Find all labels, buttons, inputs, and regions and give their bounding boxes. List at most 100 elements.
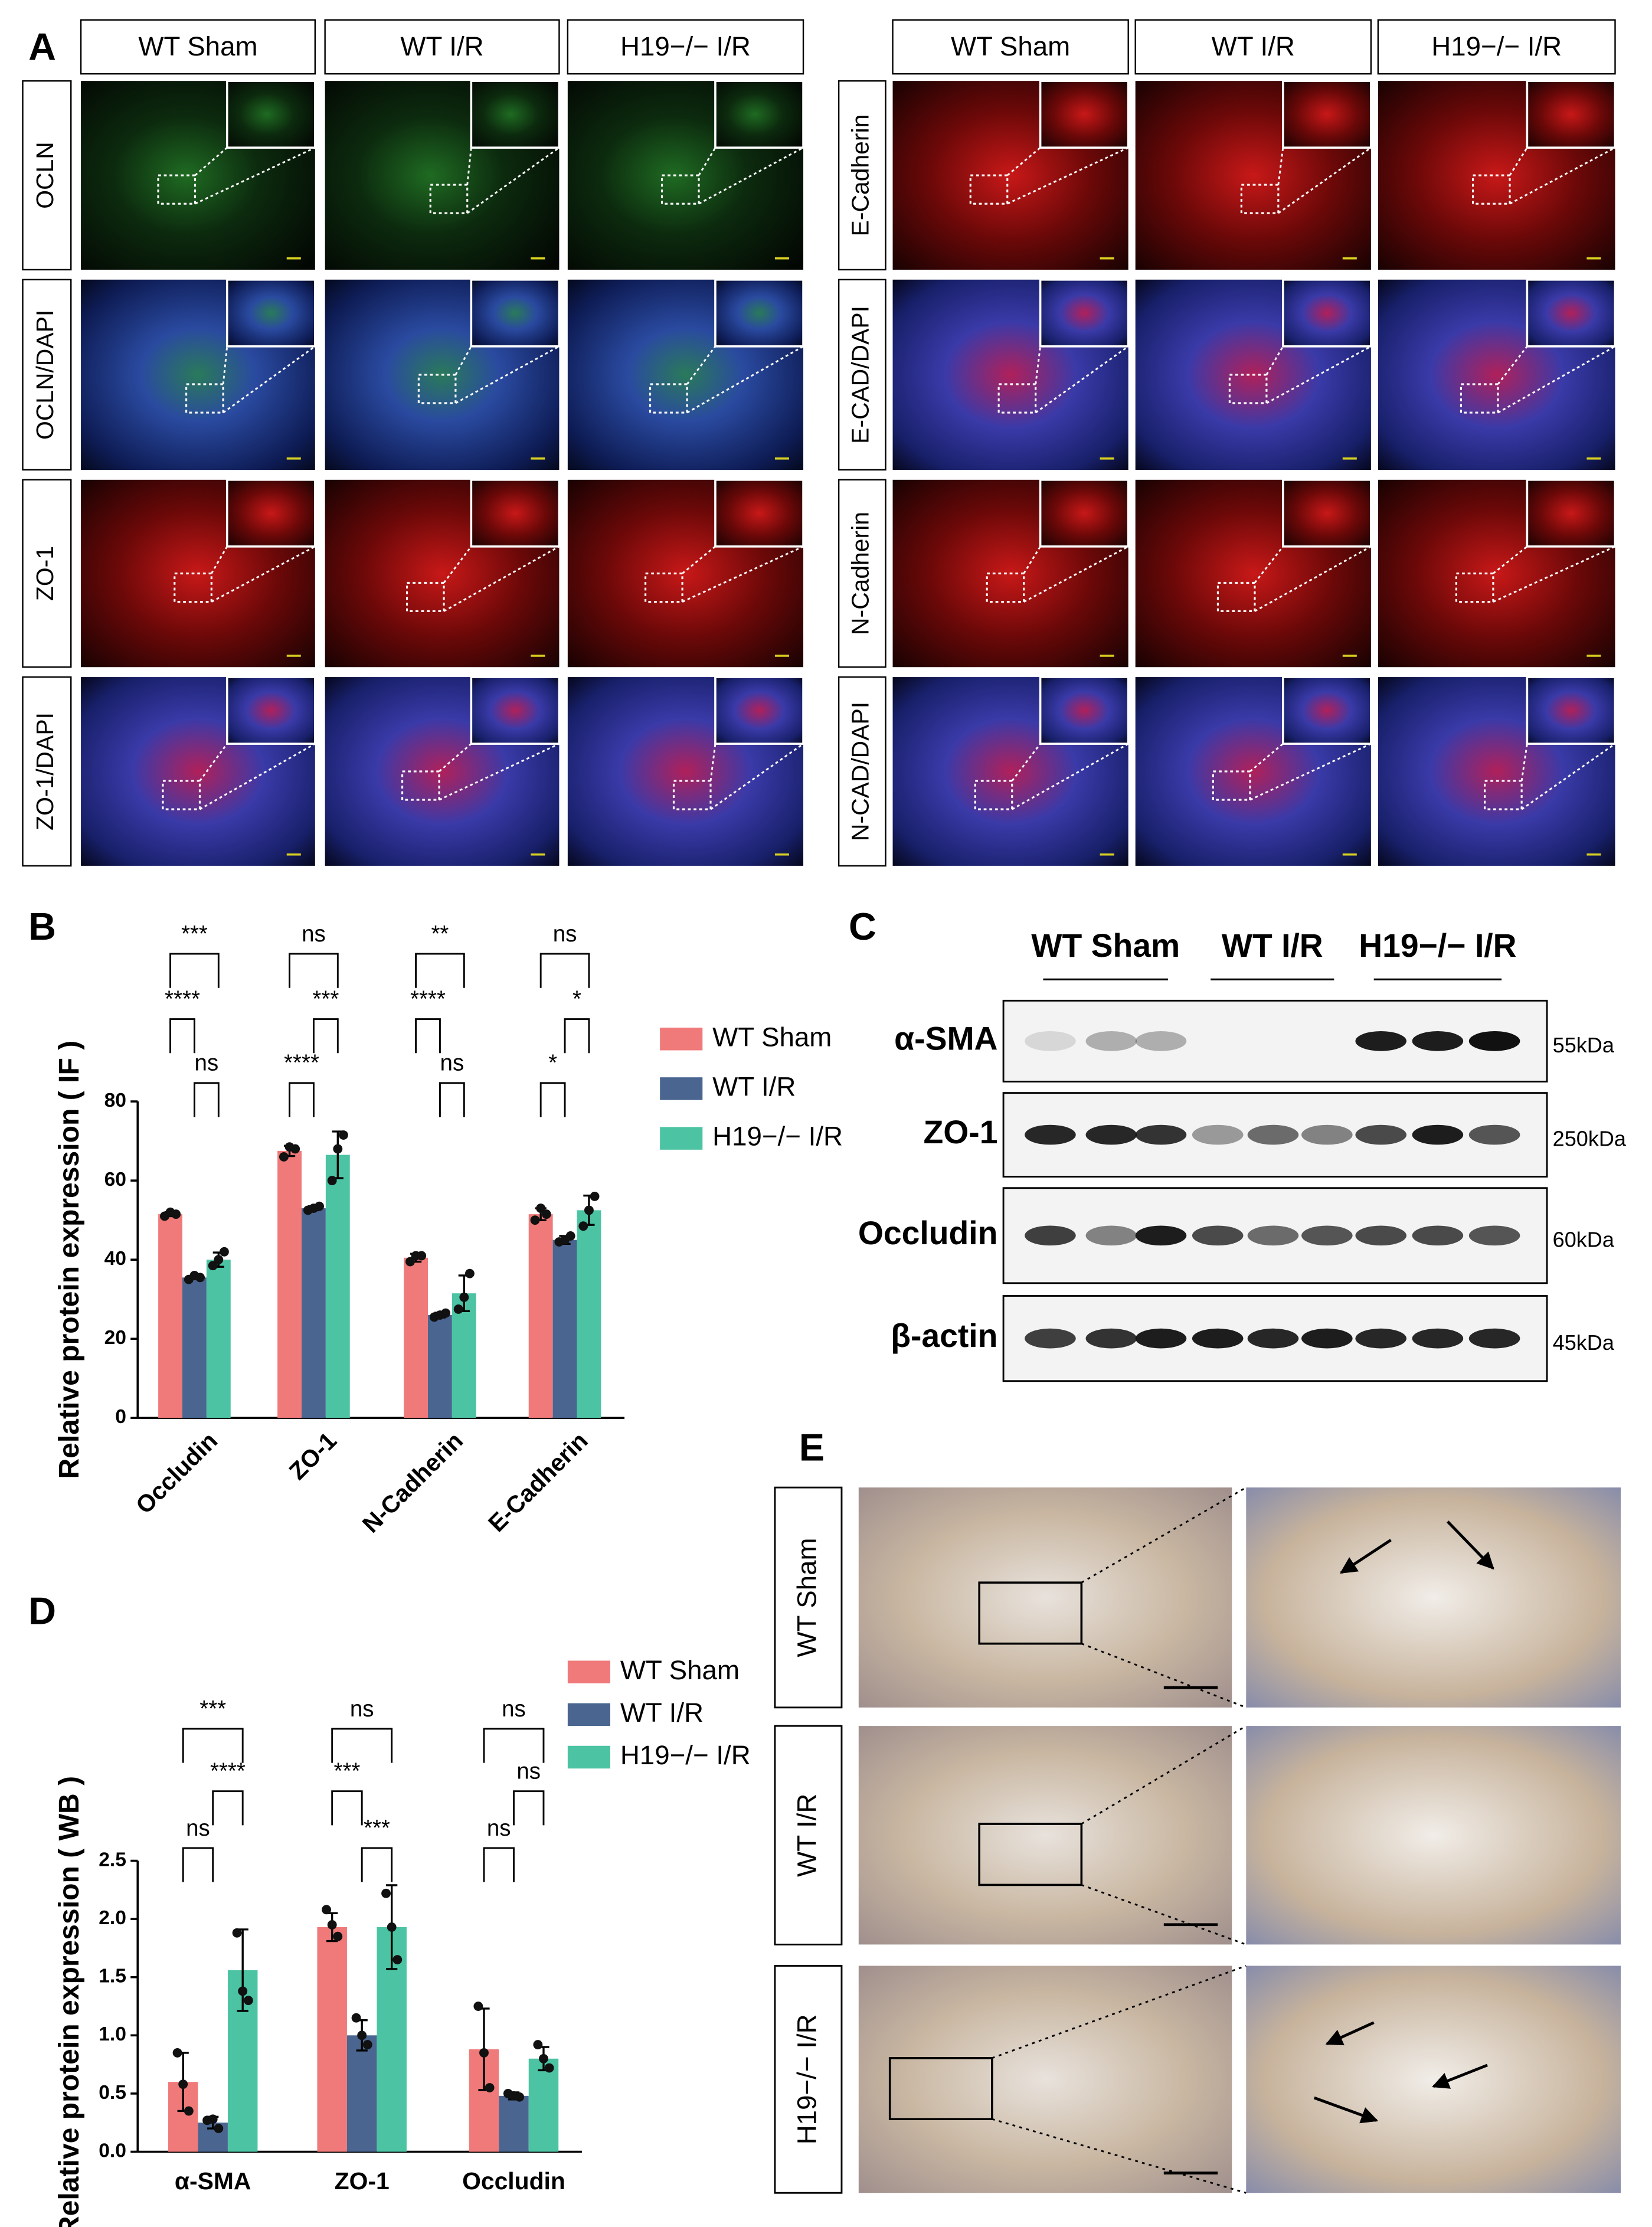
- y-axis-label: Relative protein expression ( WB ): [53, 1776, 85, 2227]
- zoom-box: [969, 174, 1009, 205]
- row-label-box: [22, 279, 72, 471]
- significance-label: ns: [440, 1051, 464, 1076]
- zoom-box: [672, 780, 712, 810]
- blot-band: [1355, 1225, 1406, 1246]
- inset: [470, 278, 561, 348]
- blot-band: [1135, 1124, 1187, 1145]
- panel-letter: B: [28, 905, 56, 948]
- row-label-box: [838, 479, 886, 668]
- row-label-box: [774, 1725, 843, 1945]
- significance-bracket: [182, 1728, 244, 1763]
- bar: [158, 1214, 182, 1418]
- row-label: E-Cadherin: [847, 115, 874, 237]
- significance-bracket: [483, 1847, 515, 1882]
- significance-label: ***: [364, 1816, 390, 1841]
- row-label-box: [838, 80, 886, 271]
- inset: [714, 479, 804, 548]
- bar: [317, 1927, 347, 2152]
- inset: [1039, 80, 1130, 149]
- zoom-line: [223, 345, 316, 414]
- x-tick-label: E-Cadherin: [483, 1427, 593, 1537]
- significance-label: ns: [195, 1051, 219, 1076]
- column-header: WT I/R: [400, 31, 483, 61]
- group-label: H19−/− I/R: [1359, 927, 1516, 964]
- zoom-box: [1460, 383, 1499, 414]
- row-label-box: [838, 279, 886, 471]
- significance-bracket: [169, 1018, 195, 1054]
- blot-band: [1468, 1031, 1520, 1051]
- data-point: [392, 1955, 403, 1965]
- blot-band: [1025, 1124, 1076, 1145]
- zoom-box: [986, 572, 1025, 603]
- inset: [714, 676, 804, 745]
- bar: [528, 2058, 559, 2152]
- significance-bracket: [331, 1728, 393, 1763]
- significance-bracket: [483, 1728, 545, 1763]
- inset: [1039, 479, 1130, 548]
- legend-swatch: [567, 1660, 610, 1683]
- ihc-zoom-image: [1246, 1966, 1621, 2193]
- blot-band: [1135, 1225, 1187, 1246]
- x-tick-label: α-SMA: [175, 2167, 251, 2195]
- blot-band: [1025, 1328, 1076, 1349]
- zoom-line: [1277, 147, 1284, 185]
- zoom-line: [1520, 743, 1528, 781]
- legend-label: WT Sham: [712, 1022, 832, 1052]
- significance-bracket: [331, 1790, 363, 1826]
- blot-band: [1085, 1031, 1137, 1051]
- inset: [1281, 80, 1372, 149]
- blot-band: [1025, 1225, 1076, 1246]
- legend-swatch: [660, 1127, 703, 1150]
- column-header: WT Sham: [951, 31, 1070, 61]
- row-label-box: [774, 1486, 843, 1709]
- ihc-zoom-image: [1246, 1487, 1621, 1708]
- zoom-line: [439, 743, 560, 801]
- data-point: [238, 1986, 248, 1996]
- legend-swatch: [660, 1028, 703, 1051]
- y-tick-label: 2.5: [99, 1849, 126, 1870]
- row-label: E-CAD/DAPI: [847, 306, 874, 444]
- zoom-line: [443, 545, 560, 612]
- zoom-line: [1249, 743, 1284, 773]
- blot-band: [1085, 1124, 1137, 1145]
- data-point: [381, 1888, 391, 1898]
- data-point: [333, 1144, 343, 1154]
- bar: [528, 1214, 553, 1418]
- zoom-box: [174, 572, 212, 603]
- data-point: [536, 1204, 546, 1213]
- data-point: [172, 2048, 182, 2058]
- inset: [1281, 676, 1372, 745]
- y-tick-label: 1.5: [99, 1966, 126, 1987]
- zoom-box: [429, 184, 469, 214]
- zoom-line: [686, 345, 717, 385]
- significance-label: *: [573, 986, 581, 1012]
- data-point: [290, 1144, 300, 1154]
- y-tick-label: 1.0: [99, 2023, 126, 2045]
- zoom-line: [1023, 545, 1129, 603]
- data-point: [219, 1247, 229, 1257]
- zoom-line: [1081, 1486, 1247, 1584]
- column-header-box: [1134, 19, 1372, 75]
- inset: [470, 80, 561, 149]
- row-label-box: [22, 676, 72, 867]
- data-point: [584, 1205, 594, 1215]
- blot-band: [1468, 1124, 1520, 1145]
- row-label: WT Sham: [792, 1538, 822, 1657]
- zoom-line: [698, 146, 804, 205]
- panel-letter: E: [799, 1426, 825, 1469]
- panel-letter: A: [28, 25, 56, 68]
- y-tick-label: 0.5: [99, 2082, 126, 2104]
- row-label: N-CAD/DAPI: [847, 702, 874, 841]
- protein-label: α-SMA: [894, 1020, 997, 1057]
- zoom-line: [466, 147, 472, 185]
- row-label-box: [774, 1965, 843, 2194]
- panel-letter: D: [28, 1589, 56, 1632]
- column-header: H19−/− I/R: [1431, 31, 1562, 61]
- significance-bracket: [539, 953, 590, 988]
- column-header: WT I/R: [1212, 31, 1295, 61]
- zoom-box: [997, 383, 1037, 414]
- significance-bracket: [182, 1847, 214, 1882]
- inset: [225, 278, 316, 348]
- data-point: [417, 1251, 427, 1261]
- zoom-box: [974, 780, 1013, 810]
